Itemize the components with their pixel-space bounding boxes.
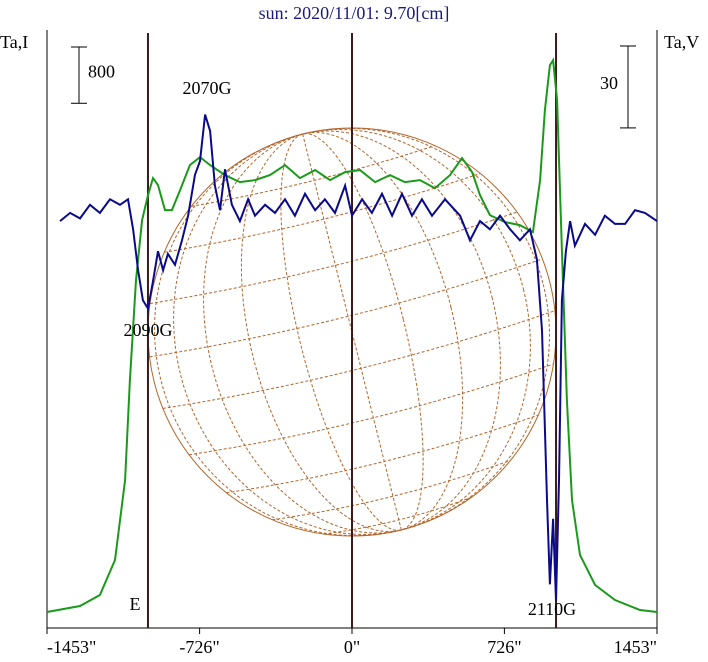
parallel xyxy=(149,258,543,358)
annotation: E xyxy=(130,594,141,614)
parallel xyxy=(164,172,481,253)
y2-axis-label: Ta,V xyxy=(664,32,699,52)
series-line xyxy=(59,114,658,601)
parallel xyxy=(323,496,473,535)
x-tick-label: -1453" xyxy=(47,637,96,657)
parallel xyxy=(162,310,556,409)
parallel xyxy=(226,414,539,494)
annotation: 2070G xyxy=(183,78,232,98)
meridian xyxy=(154,127,550,537)
x-tick-label: 726" xyxy=(487,637,521,657)
parallel xyxy=(149,211,518,305)
chart-title: sun: 2020/11/01: 9.70[cm] xyxy=(259,3,450,23)
series-line xyxy=(46,57,658,613)
scale-label: 800 xyxy=(88,61,115,81)
scale-label: 30 xyxy=(600,73,618,93)
meridian xyxy=(280,133,424,531)
x-tick-label: 0" xyxy=(344,637,360,657)
y-axis-label: Ta,I xyxy=(0,32,28,52)
parallel xyxy=(272,459,511,521)
annotation: 2110G xyxy=(528,599,576,619)
x-tick-label: 1453" xyxy=(614,637,657,657)
parallel xyxy=(191,145,436,207)
parallel xyxy=(189,363,554,456)
annotation: 2090G xyxy=(124,320,173,340)
x-tick-label: -726" xyxy=(179,637,219,657)
